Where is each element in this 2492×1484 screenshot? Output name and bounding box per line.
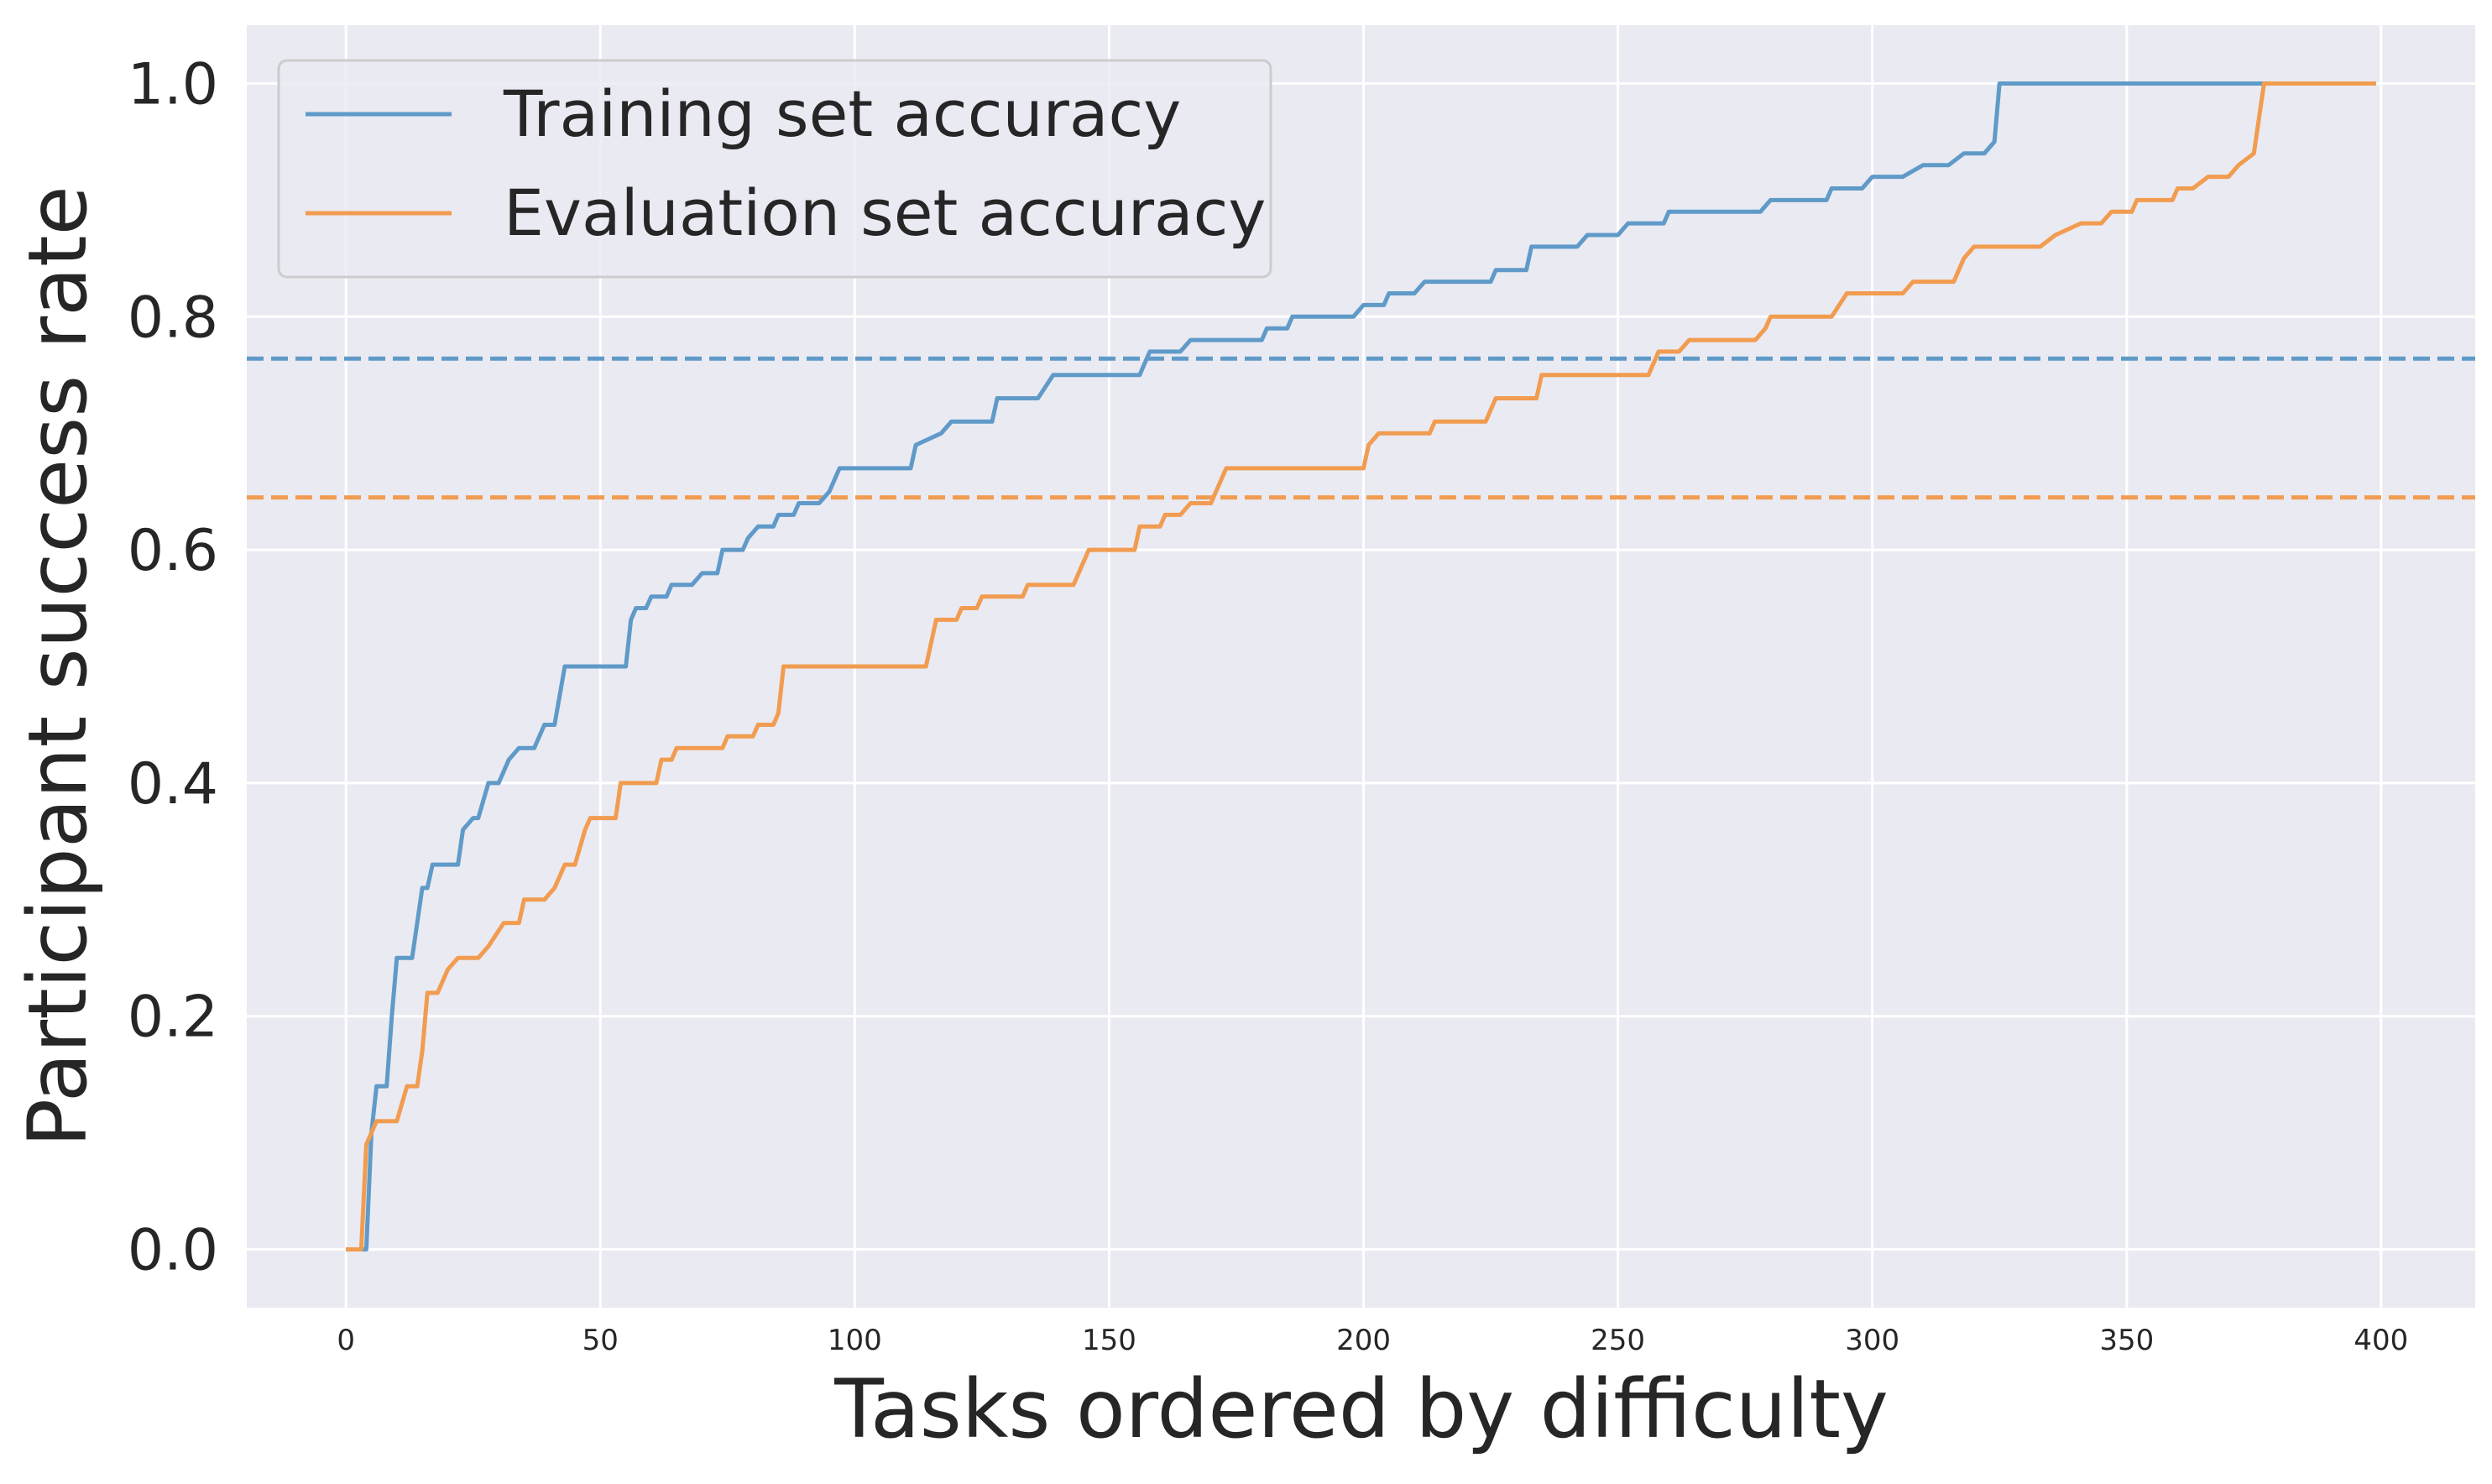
- x-tick-label: 200: [1336, 1324, 1391, 1357]
- y-axis-label: Participant success rate: [11, 186, 105, 1147]
- series-lines: [346, 81, 2376, 1251]
- x-tick-label: 100: [828, 1324, 882, 1357]
- y-tick-label: 0.6: [128, 518, 218, 584]
- legend-box: [277, 59, 1272, 279]
- x-tick-label: 300: [1845, 1324, 1899, 1357]
- x-tick-label: 150: [1082, 1324, 1136, 1357]
- y-tick-label: 0.0: [128, 1218, 218, 1284]
- series-line-1: [346, 81, 2376, 1251]
- y-tick-label: 1.0: [128, 51, 218, 118]
- y-axis-ticks: 0.0 0.2 0.4 0.6 0.8 1.0: [128, 51, 218, 1283]
- x-axis-label: Tasks ordered by difficulty: [833, 1362, 1889, 1456]
- y-tick-label: 0.2: [128, 985, 218, 1051]
- x-tick-label: 350: [2099, 1324, 2154, 1357]
- legend-label-evaluation: Evaluation set accuracy: [504, 175, 1266, 250]
- y-tick-label: 0.4: [128, 751, 218, 818]
- y-tick-label: 0.8: [128, 285, 218, 351]
- x-tick-label: 250: [1591, 1324, 1645, 1357]
- legend: Training set accuracy Evaluation set acc…: [277, 59, 1272, 279]
- series-line-0: [346, 81, 2376, 1251]
- reference-lines: [247, 356, 2475, 500]
- x-axis-ticks: 0 50 100 150 200 250 300 350 400: [337, 1324, 2408, 1357]
- x-tick-label: 400: [2354, 1324, 2408, 1357]
- x-tick-label: 50: [583, 1324, 619, 1357]
- legend-label-training: Training set accuracy: [503, 76, 1181, 151]
- x-tick-label: 0: [337, 1324, 355, 1357]
